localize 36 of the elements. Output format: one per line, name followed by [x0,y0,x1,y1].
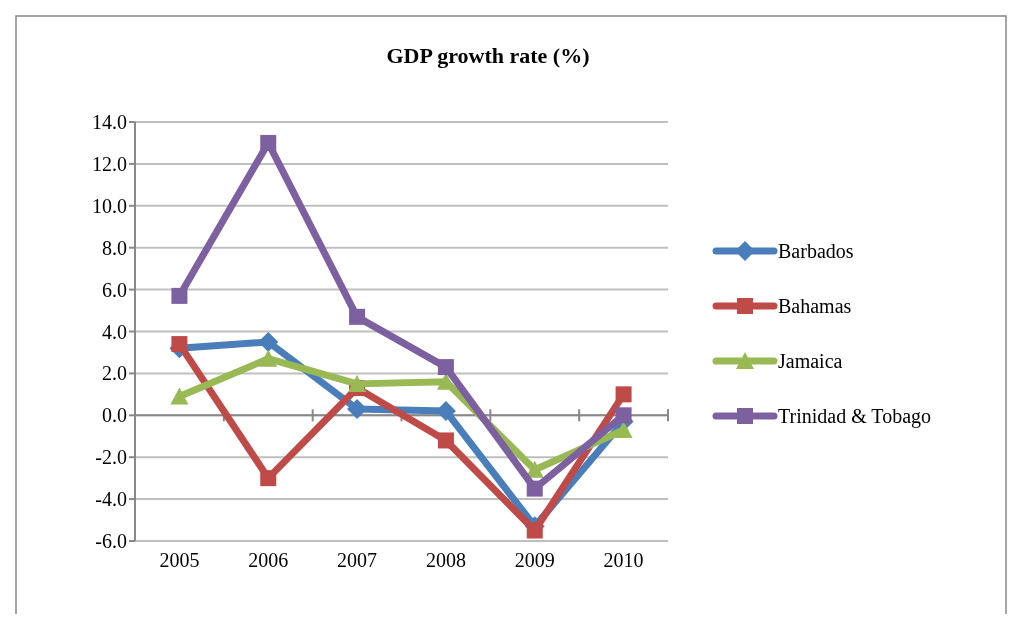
legend-label: Bahamas [778,295,852,317]
point [259,349,278,367]
x-tick-label: 2007 [337,549,378,571]
chart-title: GDP growth rate (%) [386,43,590,68]
y-tick-label: 4.0 [102,320,127,343]
y-tick-label: 6.0 [102,278,127,301]
y-tick-label: -4.0 [95,488,127,511]
point [260,470,277,487]
y-tick-label: 2.0 [102,362,127,385]
point [258,331,279,352]
y-tick-label: 12.0 [92,152,127,175]
x-tick-label: 2008 [425,549,466,571]
y-tick-label: -2.0 [95,446,127,469]
y-tick-label: 0.0 [102,404,127,427]
y-tick-label: 14.0 [92,111,127,133]
legend-label: Jamaica [778,350,843,372]
x-tick-label: 2010 [603,549,644,571]
legend-label: Barbados [778,240,854,262]
point [526,522,543,539]
point [171,287,188,304]
x-tick-label: 2005 [159,549,200,571]
point [349,308,366,325]
point [348,374,367,392]
x-tick-label: 2009 [514,549,555,571]
y-tick-label: 8.0 [102,236,127,259]
x-tick-label: 2006 [248,549,289,571]
point [171,336,188,353]
y-tick-label: -6.0 [95,530,127,552]
point [437,359,454,376]
point [260,134,277,151]
point [170,387,189,405]
legend-label: Trinidad & Tobago [778,405,932,428]
point [615,386,632,403]
y-tick-label: 10.0 [92,194,127,217]
point [437,432,454,449]
point [526,480,543,497]
